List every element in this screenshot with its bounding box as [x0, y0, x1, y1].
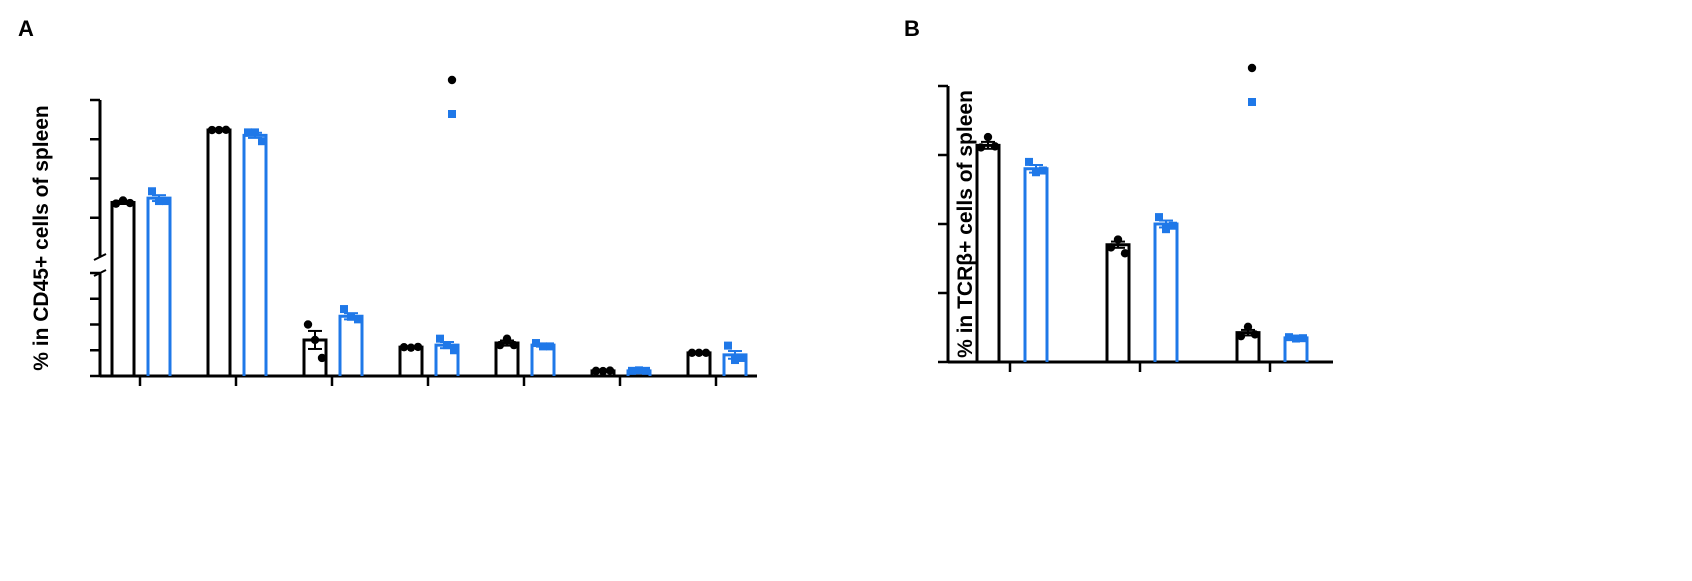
data-point-b-cells-c57bl6	[214, 125, 224, 135]
data-point-neutrophils-c57bl6	[509, 340, 519, 350]
data-point-dcs-c57bl6	[406, 343, 416, 352]
data-point-nk-cells-humanized	[340, 305, 348, 314]
data-point-dcs-c57bl6	[399, 342, 409, 352]
data-point-dcs-humanized	[436, 334, 444, 343]
bar-nk-cells-humanized	[338, 314, 364, 376]
legend-marker-humanized	[1248, 98, 1256, 106]
axis-break-mark-upper	[93, 253, 107, 261]
bar-cd8-t-cells-c57bl6	[1105, 243, 1131, 362]
data-point-b-cells-humanized	[251, 128, 259, 137]
data-point-neutrophils-c57bl6	[495, 340, 505, 350]
data-point-monocytes-c57bl6	[591, 366, 601, 376]
data-point-tregs-humanized	[1299, 334, 1307, 343]
data-point-macrophages-c57bl6	[694, 348, 704, 358]
chart-panel-b: B % in TCRβ+ cells of spleen	[904, 16, 1333, 372]
panel-a-legend	[447, 75, 457, 118]
panel-b-axes	[946, 86, 1333, 372]
data-point-tregs-c57bl6	[1250, 330, 1260, 339]
data-point-cd8-t-cells-humanized	[1162, 225, 1170, 234]
data-point-neutrophils-humanized	[546, 342, 554, 351]
bar-cd8-t-cells-humanized	[1153, 222, 1179, 362]
data-point-b-cells-c57bl6	[207, 125, 217, 135]
panel-b-y-axis-title: % in TCRβ+ cells of spleen	[954, 90, 977, 358]
data-point-cd4-t-cells-humanized	[1039, 166, 1047, 175]
data-point-cd8-t-cells-c57bl6	[1120, 249, 1130, 258]
panel-a-bars	[110, 125, 748, 376]
data-point-nk-cells-c57bl6	[310, 335, 320, 345]
panel-b-bars	[975, 132, 1309, 362]
data-point-macrophages-humanized	[731, 356, 739, 365]
legend-marker-humanized	[448, 110, 456, 118]
panel-b-y-ticks	[938, 84, 948, 364]
panel-b-label: B	[904, 16, 920, 41]
data-point-tregs-c57bl6	[1243, 322, 1253, 332]
data-point-macrophages-humanized	[724, 341, 732, 350]
bar-b-cells-c57bl6	[206, 128, 232, 376]
data-point-tregs-humanized	[1292, 334, 1300, 343]
panel-a-axes	[93, 100, 757, 386]
data-point-tregs-humanized	[1285, 333, 1293, 342]
data-point-dcs-humanized	[443, 341, 451, 350]
data-point-cd4-t-cells-humanized	[1025, 157, 1033, 166]
data-point-t-cells-c57bl6	[111, 199, 121, 208]
legend-marker-c57bl6	[447, 75, 457, 85]
bar-t-cells-c57bl6	[110, 200, 136, 376]
data-point-t-cells-c57bl6	[118, 196, 128, 205]
data-point-monocytes-humanized	[642, 366, 650, 375]
data-point-t-cells-humanized	[162, 197, 170, 206]
bar-cd4-t-cells-c57bl6	[975, 143, 1001, 362]
data-point-nk-cells-c57bl6	[303, 320, 313, 329]
data-point-t-cells-c57bl6	[125, 198, 135, 208]
data-point-cd8-t-cells-c57bl6	[1106, 243, 1116, 252]
data-point-cd4-t-cells-c57bl6	[976, 143, 986, 152]
data-point-b-cells-humanized	[244, 128, 252, 137]
data-point-macrophages-c57bl6	[701, 348, 711, 358]
data-point-nk-cells-humanized	[354, 315, 362, 324]
data-point-monocytes-c57bl6	[605, 366, 615, 375]
data-point-b-cells-humanized	[258, 137, 266, 146]
data-point-cd8-t-cells-c57bl6	[1113, 235, 1123, 244]
data-point-dcs-humanized	[450, 346, 458, 355]
data-point-macrophages-c57bl6	[687, 348, 697, 358]
data-point-monocytes-humanized	[628, 366, 636, 375]
data-point-neutrophils-humanized	[539, 342, 547, 351]
bar-cd4-t-cells-humanized	[1023, 167, 1049, 362]
legend-marker-c57bl6	[1247, 63, 1257, 73]
panel-a-y-axis-title: % in CD45+ cells of spleen	[30, 105, 53, 371]
chart-panel-a: A % in CD45+ cells of spleen	[18, 16, 757, 386]
panel-a-y-ticks	[90, 98, 100, 378]
data-point-cd4-t-cells-humanized	[1032, 168, 1040, 177]
data-point-cd4-t-cells-c57bl6	[990, 142, 1000, 151]
data-point-t-cells-humanized	[148, 187, 156, 196]
data-point-t-cells-humanized	[155, 197, 163, 206]
panel-b-legend	[1247, 63, 1257, 106]
data-point-nk-cells-c57bl6	[317, 353, 327, 363]
data-point-cd4-t-cells-c57bl6	[983, 132, 993, 142]
data-point-monocytes-humanized	[635, 366, 643, 375]
data-point-cd8-t-cells-humanized	[1155, 213, 1163, 222]
panel-a-label: A	[18, 16, 34, 41]
data-point-neutrophils-humanized	[532, 339, 540, 348]
bar-t-cells-humanized	[146, 196, 172, 376]
data-point-macrophages-humanized	[738, 353, 746, 362]
bar-b-cells-humanized	[242, 133, 268, 376]
data-point-neutrophils-c57bl6	[502, 334, 512, 343]
data-point-nk-cells-humanized	[347, 312, 355, 321]
data-point-b-cells-c57bl6	[221, 125, 231, 135]
data-point-monocytes-c57bl6	[598, 366, 608, 376]
data-point-dcs-c57bl6	[413, 342, 423, 352]
data-point-cd8-t-cells-humanized	[1169, 221, 1177, 230]
data-point-tregs-c57bl6	[1236, 331, 1246, 341]
